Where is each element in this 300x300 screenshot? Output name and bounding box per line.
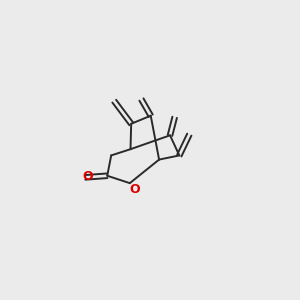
Text: O: O [129, 183, 140, 196]
Text: O: O [82, 170, 93, 183]
